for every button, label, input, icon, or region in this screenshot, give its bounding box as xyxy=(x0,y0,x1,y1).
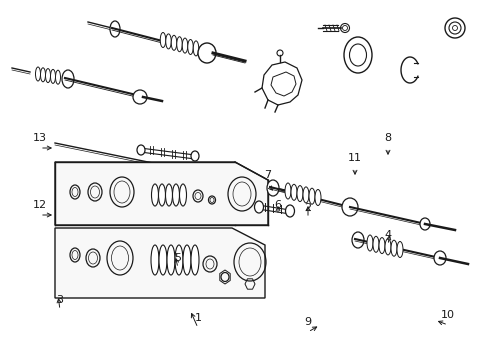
Ellipse shape xyxy=(179,184,186,206)
Polygon shape xyxy=(55,228,264,298)
Ellipse shape xyxy=(167,245,175,275)
Text: 4: 4 xyxy=(384,230,391,240)
Ellipse shape xyxy=(41,68,45,82)
Text: 7: 7 xyxy=(264,170,271,180)
Ellipse shape xyxy=(198,43,216,63)
Ellipse shape xyxy=(384,239,390,255)
Ellipse shape xyxy=(36,67,41,81)
Text: 9: 9 xyxy=(304,317,311,327)
Ellipse shape xyxy=(160,32,165,48)
Ellipse shape xyxy=(171,35,176,50)
Ellipse shape xyxy=(378,238,384,253)
Ellipse shape xyxy=(285,183,290,199)
Ellipse shape xyxy=(191,245,199,275)
Ellipse shape xyxy=(390,240,396,256)
Ellipse shape xyxy=(45,69,50,82)
Ellipse shape xyxy=(165,184,172,206)
Ellipse shape xyxy=(254,201,263,213)
Ellipse shape xyxy=(182,38,187,53)
Ellipse shape xyxy=(172,184,179,206)
Text: 1: 1 xyxy=(194,313,201,323)
Text: 6: 6 xyxy=(274,200,281,210)
Ellipse shape xyxy=(341,198,357,216)
Ellipse shape xyxy=(314,189,320,206)
Ellipse shape xyxy=(308,188,314,204)
Polygon shape xyxy=(262,62,302,105)
Ellipse shape xyxy=(55,70,61,84)
Ellipse shape xyxy=(175,245,183,275)
Ellipse shape xyxy=(159,245,167,275)
Ellipse shape xyxy=(110,21,120,37)
Text: 12: 12 xyxy=(33,200,47,210)
Ellipse shape xyxy=(296,186,303,202)
Ellipse shape xyxy=(396,242,402,257)
Ellipse shape xyxy=(419,218,429,230)
Ellipse shape xyxy=(137,145,145,155)
Ellipse shape xyxy=(366,235,372,251)
Ellipse shape xyxy=(62,70,74,88)
Text: 3: 3 xyxy=(57,295,63,305)
Text: 11: 11 xyxy=(347,153,361,163)
Ellipse shape xyxy=(151,245,159,275)
Ellipse shape xyxy=(183,245,191,275)
Ellipse shape xyxy=(133,90,147,104)
Ellipse shape xyxy=(193,41,198,56)
Polygon shape xyxy=(55,162,267,225)
Text: 8: 8 xyxy=(384,133,391,143)
Ellipse shape xyxy=(372,236,378,252)
Ellipse shape xyxy=(158,184,165,206)
Ellipse shape xyxy=(191,151,199,161)
Ellipse shape xyxy=(151,184,158,206)
Ellipse shape xyxy=(285,205,294,217)
Text: 2: 2 xyxy=(304,203,311,213)
Ellipse shape xyxy=(50,69,55,84)
Text: 5: 5 xyxy=(174,253,181,263)
Ellipse shape xyxy=(266,180,279,196)
Ellipse shape xyxy=(165,34,171,49)
Ellipse shape xyxy=(433,251,445,265)
Ellipse shape xyxy=(187,40,193,54)
Ellipse shape xyxy=(290,184,296,200)
Ellipse shape xyxy=(303,187,308,203)
Text: 13: 13 xyxy=(33,133,47,143)
Ellipse shape xyxy=(176,37,182,52)
Ellipse shape xyxy=(351,232,363,248)
Text: 10: 10 xyxy=(440,310,454,320)
